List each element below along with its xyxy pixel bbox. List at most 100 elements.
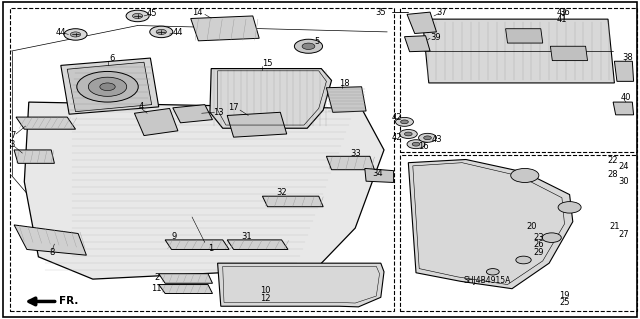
Text: 21: 21 (609, 222, 620, 231)
Polygon shape (61, 58, 159, 114)
Polygon shape (210, 69, 332, 128)
Text: 26: 26 (534, 241, 544, 249)
Text: 2: 2 (154, 273, 159, 282)
Circle shape (419, 133, 436, 142)
Polygon shape (24, 102, 384, 279)
Circle shape (558, 202, 581, 213)
Text: 22: 22 (608, 156, 618, 165)
Polygon shape (227, 112, 287, 137)
Polygon shape (422, 19, 614, 83)
Text: 11: 11 (152, 284, 162, 293)
Text: 39: 39 (430, 33, 440, 42)
Text: 30: 30 (619, 177, 629, 186)
Text: 37: 37 (436, 8, 447, 17)
Polygon shape (67, 62, 152, 112)
Polygon shape (326, 156, 374, 170)
Text: 41: 41 (557, 15, 567, 24)
Text: 9: 9 (172, 232, 177, 241)
Polygon shape (14, 150, 54, 163)
Polygon shape (165, 240, 229, 249)
Text: 12: 12 (260, 294, 271, 303)
Text: 24: 24 (619, 162, 629, 171)
Polygon shape (159, 274, 212, 283)
Text: 44: 44 (56, 28, 66, 37)
Polygon shape (218, 263, 384, 307)
Circle shape (100, 83, 115, 91)
Text: 35: 35 (376, 8, 386, 17)
Circle shape (404, 132, 412, 136)
Text: 33: 33 (350, 149, 360, 158)
Text: 31: 31 (241, 232, 252, 241)
Circle shape (542, 233, 561, 242)
Polygon shape (550, 46, 588, 61)
Polygon shape (613, 102, 634, 115)
Circle shape (407, 140, 425, 149)
Bar (400, 155, 637, 311)
Bar (10, 8, 394, 311)
Text: 38: 38 (622, 53, 632, 62)
Text: 40: 40 (621, 93, 631, 102)
Text: 27: 27 (619, 230, 629, 239)
Text: 42: 42 (392, 133, 402, 142)
Text: 10: 10 (260, 286, 271, 295)
Text: 36: 36 (559, 8, 570, 17)
Circle shape (302, 43, 315, 49)
Text: 3: 3 (9, 140, 14, 149)
Text: 6: 6 (109, 54, 115, 63)
Text: 8: 8 (50, 248, 55, 256)
Text: 20: 20 (526, 222, 536, 231)
Polygon shape (159, 285, 212, 293)
Text: 17: 17 (228, 103, 239, 112)
Polygon shape (134, 108, 178, 136)
Polygon shape (506, 29, 543, 43)
Text: SHJ4B4915A: SHJ4B4915A (464, 276, 511, 285)
Polygon shape (16, 117, 76, 129)
Circle shape (126, 10, 149, 22)
Polygon shape (173, 105, 212, 123)
Polygon shape (365, 168, 394, 182)
Text: 34: 34 (372, 169, 383, 178)
Circle shape (77, 71, 138, 102)
Text: 45: 45 (147, 9, 157, 18)
Circle shape (88, 77, 127, 96)
Text: 44: 44 (173, 28, 183, 37)
Text: 25: 25 (559, 298, 570, 307)
Polygon shape (614, 61, 634, 81)
Circle shape (294, 39, 323, 53)
Text: 19: 19 (559, 291, 570, 300)
Text: 15: 15 (262, 59, 273, 68)
Text: 14: 14 (192, 8, 202, 17)
Circle shape (412, 142, 420, 146)
Polygon shape (14, 225, 86, 255)
Circle shape (132, 13, 143, 19)
Circle shape (150, 26, 173, 38)
Text: 28: 28 (608, 170, 618, 179)
Text: FR.: FR. (59, 296, 78, 307)
Text: 41: 41 (557, 8, 567, 17)
Text: 42: 42 (392, 113, 402, 122)
Circle shape (70, 32, 81, 37)
Circle shape (424, 136, 431, 140)
Polygon shape (404, 36, 430, 52)
Polygon shape (227, 240, 288, 249)
Circle shape (156, 29, 166, 34)
Text: 1: 1 (209, 244, 214, 253)
Circle shape (396, 117, 413, 126)
Text: 5: 5 (314, 37, 319, 46)
Circle shape (401, 120, 408, 124)
Text: 32: 32 (276, 189, 287, 197)
Circle shape (516, 256, 531, 264)
Polygon shape (407, 12, 436, 33)
Polygon shape (326, 87, 366, 112)
Text: 18: 18 (339, 79, 349, 88)
Polygon shape (408, 160, 573, 289)
Circle shape (486, 269, 499, 275)
Text: 23: 23 (534, 233, 544, 242)
Circle shape (399, 130, 417, 138)
Text: 29: 29 (534, 248, 544, 256)
Polygon shape (262, 196, 323, 207)
Text: 16: 16 (419, 142, 429, 151)
Polygon shape (191, 16, 259, 41)
Bar (400, 8, 637, 152)
Text: 4: 4 (138, 102, 143, 111)
